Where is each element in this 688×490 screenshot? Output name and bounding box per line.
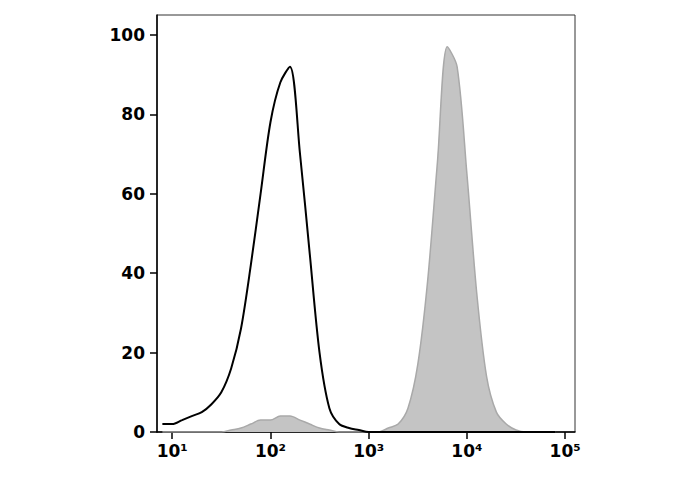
svg-text:20: 20 bbox=[121, 343, 145, 363]
svg-text:10¹: 10¹ bbox=[157, 441, 188, 461]
svg-text:100: 100 bbox=[110, 25, 146, 45]
svg-text:60: 60 bbox=[121, 184, 145, 204]
svg-text:10⁴: 10⁴ bbox=[451, 441, 482, 461]
svg-text:40: 40 bbox=[121, 263, 145, 283]
svg-text:10²: 10² bbox=[255, 441, 286, 461]
svg-text:10³: 10³ bbox=[353, 441, 384, 461]
svg-text:80: 80 bbox=[121, 104, 145, 124]
svg-text:0: 0 bbox=[133, 422, 145, 442]
svg-text:10⁵: 10⁵ bbox=[550, 441, 581, 461]
